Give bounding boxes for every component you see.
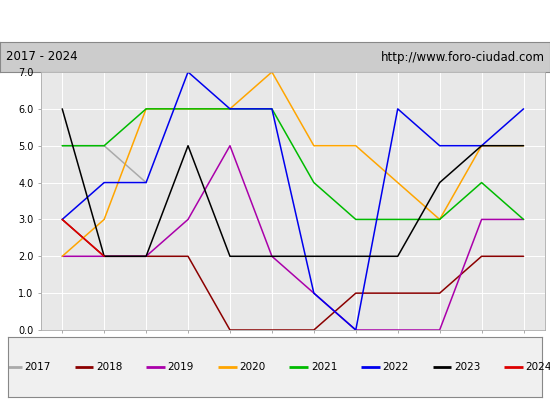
Text: 2022: 2022 xyxy=(382,362,409,372)
Text: 2023: 2023 xyxy=(454,362,481,372)
Text: 2020: 2020 xyxy=(239,362,266,372)
Text: 2021: 2021 xyxy=(311,362,337,372)
Text: Evolucion del paro registrado en Cubla: Evolucion del paro registrado en Cubla xyxy=(126,14,424,28)
Text: 2017 - 2024: 2017 - 2024 xyxy=(6,50,77,64)
Text: 2017: 2017 xyxy=(24,362,51,372)
Text: http://www.foro-ciudad.com: http://www.foro-ciudad.com xyxy=(381,50,544,64)
Text: 2019: 2019 xyxy=(168,362,194,372)
Text: 2024: 2024 xyxy=(526,362,550,372)
Text: 2018: 2018 xyxy=(96,362,122,372)
